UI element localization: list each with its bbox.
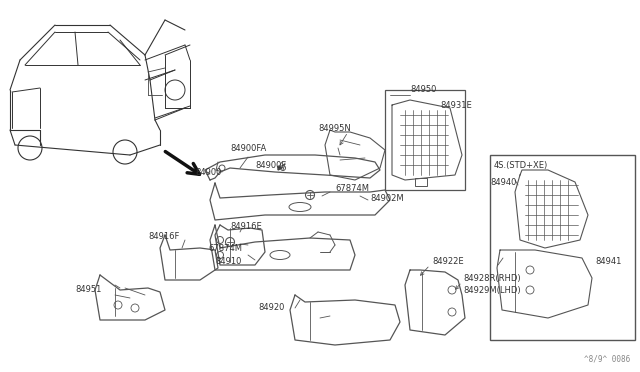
Text: 84916E: 84916E [230,221,262,231]
Text: 84900: 84900 [195,167,221,176]
Text: 84916F: 84916F [148,231,179,241]
Text: ^8/9^ 0086: ^8/9^ 0086 [584,354,630,363]
Text: 84900FA: 84900FA [230,144,266,153]
Text: 84902M: 84902M [370,193,404,202]
Text: 84922E: 84922E [432,257,463,266]
Bar [385,90,465,190]
Text: 84928R(RHD): 84928R(RHD) [463,273,520,282]
Bar [490,155,635,340]
Text: 84995N: 84995N [318,124,351,132]
Text: 84940: 84940 [490,177,516,186]
Text: 4S.(STD+XE): 4S.(STD+XE) [494,160,548,170]
Text: 84900F: 84900F [255,160,286,170]
Text: 84950: 84950 [410,84,436,93]
Text: 84929M(LHD): 84929M(LHD) [463,285,520,295]
Bar [415,178,427,186]
Text: 67874M: 67874M [335,183,369,192]
Text: 84941: 84941 [595,257,621,266]
Text: 84931E: 84931E [440,100,472,109]
Text: 84951: 84951 [75,285,101,295]
Polygon shape [278,166,282,170]
Text: 84910: 84910 [215,257,241,266]
Text: 84920: 84920 [258,304,284,312]
Text: 67874M: 67874M [208,244,242,253]
